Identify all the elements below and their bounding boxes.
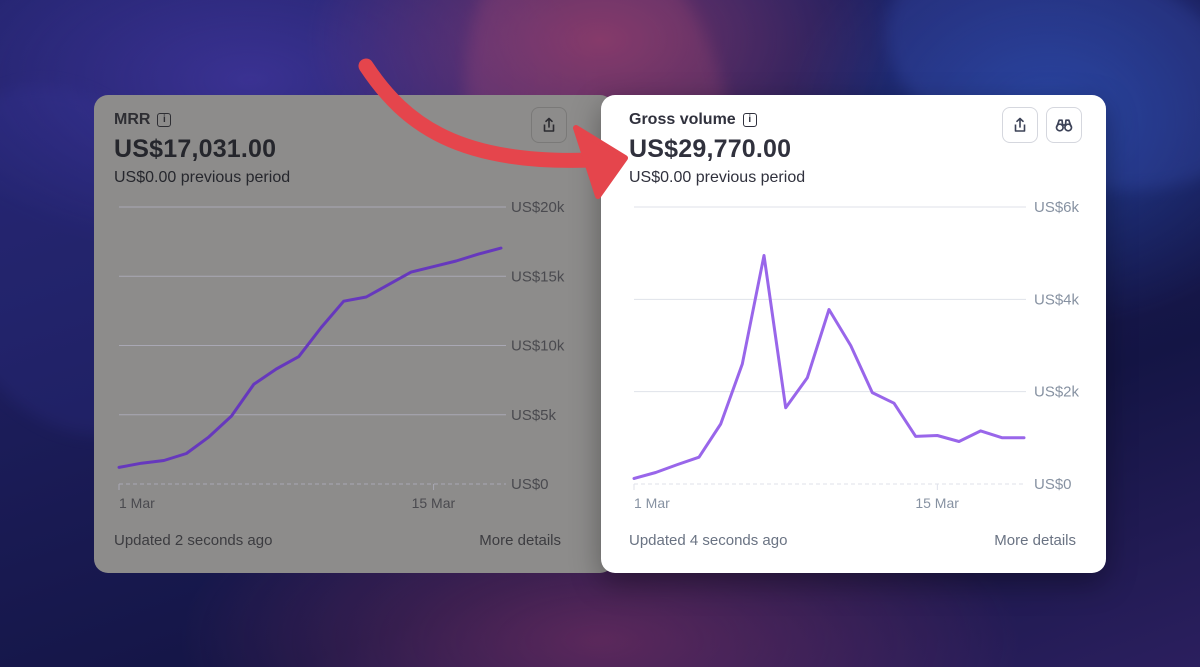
info-icon[interactable]: i bbox=[742, 113, 757, 127]
y-tick-label: US$0 bbox=[1034, 476, 1072, 493]
y-tick-label: US$10k bbox=[511, 338, 565, 355]
y-tick-label: US$20k bbox=[511, 199, 565, 216]
info-icon[interactable]: i bbox=[157, 113, 172, 127]
card-title: Gross volume bbox=[629, 111, 736, 128]
y-tick-label: US$6k bbox=[1034, 199, 1080, 216]
y-tick-label: US$15k bbox=[511, 268, 565, 285]
mrr-title-row: MRR i bbox=[114, 111, 172, 129]
x-tick-label: 15 Mar bbox=[412, 495, 456, 511]
x-tick-label: 15 Mar bbox=[915, 495, 959, 511]
gross-volume-line-chart: US$0 US$2k US$4k US$6k 1 Mar 15 Mar bbox=[632, 199, 1080, 511]
gross-volume-title-row: Gross volume i bbox=[629, 111, 757, 129]
more-details-link[interactable]: More details bbox=[994, 532, 1076, 549]
updated-text: Updated 4 seconds ago bbox=[629, 532, 788, 549]
explore-button[interactable] bbox=[1046, 107, 1082, 143]
mrr-line-chart: US$0 US$5k US$10k US$15k US$20k 1 Mar 15 Mar bbox=[117, 199, 565, 511]
y-tick-label: US$2k bbox=[1034, 384, 1080, 401]
share-icon bbox=[1014, 117, 1026, 132]
updated-text: Updated 2 seconds ago bbox=[114, 532, 273, 549]
gross-volume-card[interactable]: Gross volume i US$29,770.00 US$0.00 prev… bbox=[601, 95, 1106, 573]
more-details-link[interactable]: More details bbox=[479, 532, 561, 549]
previous-period-text: US$0.00 previous period bbox=[629, 169, 806, 186]
share-button[interactable] bbox=[1002, 107, 1038, 143]
mrr-card[interactable]: MRR i US$17,031.00 US$0.00 previous peri… bbox=[94, 95, 614, 573]
y-tick-label: US$0 bbox=[511, 476, 549, 493]
x-tick-label: 1 Mar bbox=[119, 495, 155, 511]
card-title: MRR bbox=[114, 111, 151, 128]
binoculars-icon bbox=[1055, 119, 1073, 132]
series-line bbox=[632, 254, 1026, 480]
y-tick-label: US$4k bbox=[1034, 291, 1080, 308]
previous-period-text: US$0.00 previous period bbox=[114, 169, 291, 186]
y-tick-label: US$5k bbox=[511, 407, 557, 424]
x-tick-label: 1 Mar bbox=[634, 495, 670, 511]
metric-value: US$29,770.00 bbox=[629, 135, 792, 163]
metric-value: US$17,031.00 bbox=[114, 135, 277, 163]
series-line bbox=[117, 246, 503, 469]
